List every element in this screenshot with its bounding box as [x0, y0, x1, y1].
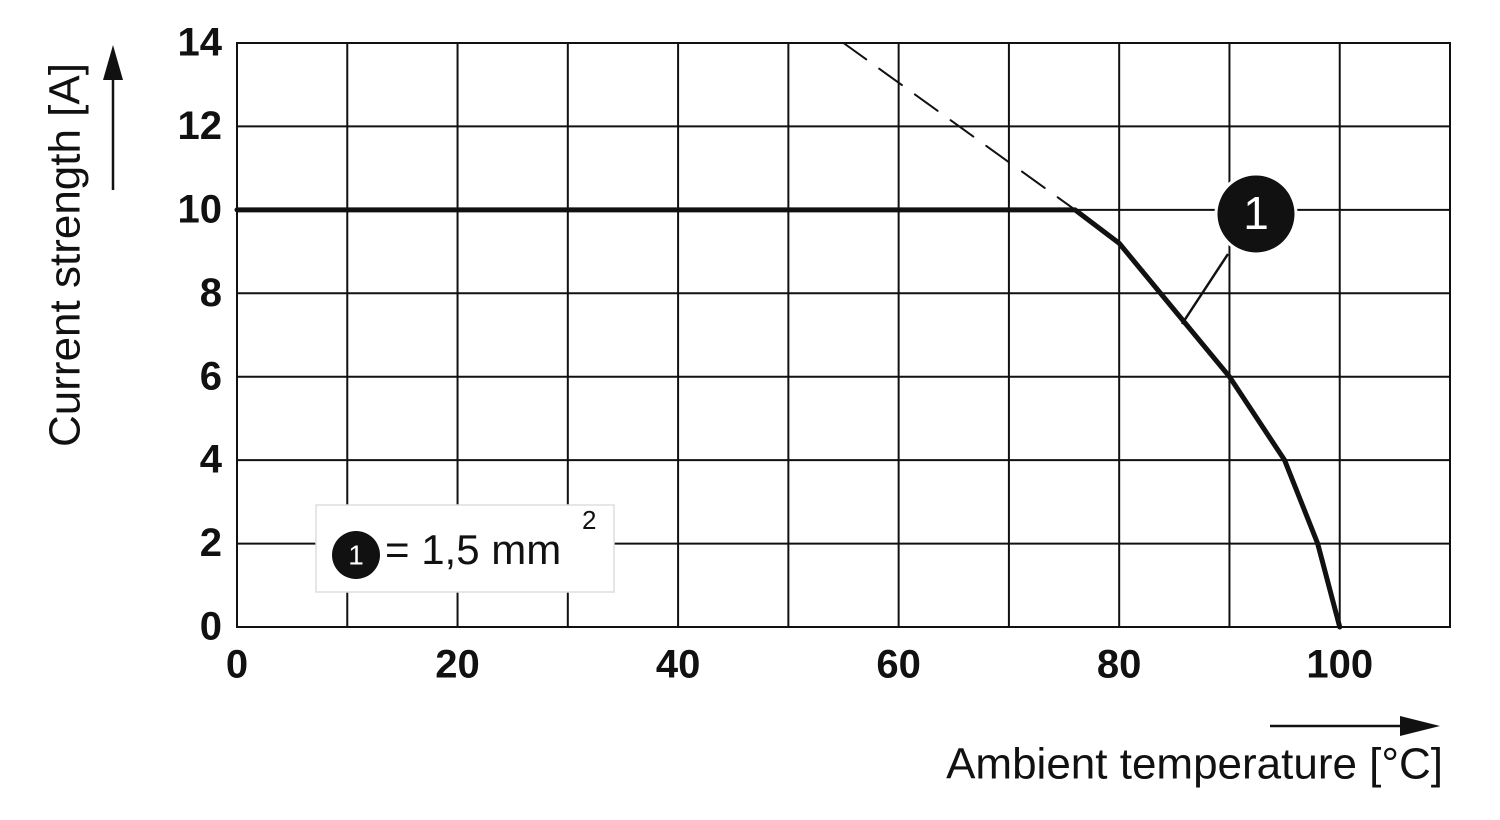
- y-tick-label: 0: [200, 605, 222, 649]
- y-arrow: [103, 45, 123, 190]
- x-tick-label: 100: [1306, 643, 1373, 687]
- y-tick-label: 12: [178, 104, 223, 148]
- x-tick-label: 0: [226, 643, 248, 687]
- x-tick-label: 60: [876, 643, 921, 687]
- legend: 1 = 1,5 mm 2: [315, 504, 615, 593]
- legend-superscript: 2: [582, 505, 596, 535]
- callout: 1: [1180, 172, 1298, 325]
- y-tick-label: 4: [200, 438, 223, 482]
- legend-text: = 1,5 mm: [385, 526, 561, 573]
- x-tick-label: 80: [1097, 643, 1142, 687]
- series-label: 1: [1243, 187, 1269, 239]
- y-tick-label: 6: [200, 354, 222, 398]
- y-tick-label: 10: [178, 187, 223, 231]
- derating-curve: [234, 207, 1343, 630]
- x-axis-label: Ambient temperature [°C]: [946, 740, 1443, 789]
- extrapolation-line: [842, 42, 1077, 211]
- legend-marker: 1: [348, 539, 364, 570]
- y-tick-label: 14: [178, 21, 223, 65]
- x-arrow: [1270, 716, 1440, 736]
- y-tick-label: 8: [200, 271, 222, 315]
- x-tick-label: 40: [656, 643, 701, 687]
- y-tick-label: 2: [200, 521, 222, 565]
- y-axis-label: Current strength [A]: [41, 63, 90, 447]
- x-tick-label: 20: [435, 643, 480, 687]
